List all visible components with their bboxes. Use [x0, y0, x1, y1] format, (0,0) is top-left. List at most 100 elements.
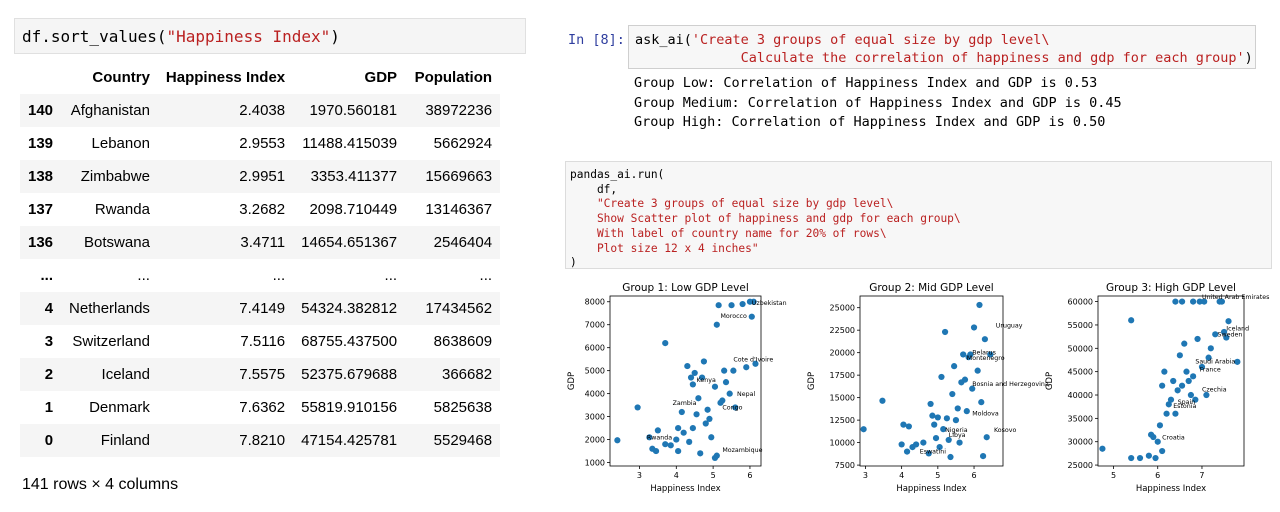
scatter-point	[1181, 340, 1188, 347]
cell-happiness: 7.5116	[240, 333, 286, 350]
scatter-point	[974, 367, 981, 374]
cell-happiness: 3.2682	[239, 201, 286, 218]
rows-columns-summary: 141 rows × 4 columns	[22, 476, 179, 493]
y-tick-label: 50000	[1068, 344, 1093, 353]
cell-population: ...	[479, 267, 493, 284]
cell-happiness: 7.8210	[239, 432, 286, 449]
table-row: 4 Netherlands 7.4149 54324.382812 17434562	[20, 292, 501, 325]
scatter-point	[748, 313, 755, 320]
scatter-point	[947, 453, 954, 461]
scatter-point	[721, 367, 728, 374]
scatter-point	[687, 374, 695, 381]
cell-gdp: 3353.411377	[310, 168, 398, 185]
scatter-point	[646, 434, 653, 441]
scatter-point	[1212, 331, 1219, 338]
cell-gdp: 2098.710449	[309, 201, 398, 218]
correlation-output: Group Low: Correlation of Happiness Inde…	[634, 74, 1122, 133]
point-label: United Arab Emirates	[1202, 294, 1269, 301]
cell-population: 5825638	[433, 399, 493, 416]
scatter-point	[713, 452, 720, 459]
scatter-point	[1187, 391, 1195, 399]
x-tick-label: 6	[747, 471, 752, 480]
point-label: Zambia	[673, 400, 697, 407]
scatter-point	[932, 435, 940, 442]
scatter-point	[1150, 433, 1157, 441]
point-label: Libya	[949, 432, 966, 439]
scatter-point	[956, 439, 963, 446]
scatter-point	[920, 439, 927, 446]
scatter-point	[1165, 401, 1172, 408]
cell-country: Netherlands	[69, 300, 150, 317]
scatter-point	[1152, 454, 1159, 462]
point-label: Estonia	[1173, 403, 1196, 410]
table-row: 140 Afghanistan 2.4038 1970.560181 38972236	[20, 94, 501, 127]
scatter-point	[728, 302, 735, 309]
scatter-point	[730, 367, 737, 374]
scatter-point	[698, 374, 706, 381]
scatter-point	[1159, 447, 1166, 455]
pandas-ai-run-cell[interactable]: pandas_ai.run( df, "Create 3 groups of e…	[565, 161, 1272, 269]
scatter-point	[1183, 368, 1190, 375]
plot-title: Group 1: Low GDP Level	[622, 282, 748, 294]
scatter-point	[654, 427, 661, 434]
scatter-point	[1099, 445, 1106, 452]
point-label: Belarus	[972, 349, 996, 356]
y-tick-label: 20000	[830, 349, 855, 358]
scatter-point	[752, 360, 759, 367]
y-tick-label: 60000	[1068, 298, 1093, 307]
y-tick-label: 45000	[1068, 368, 1093, 377]
cell-happiness: 2.4038	[239, 102, 286, 119]
y-tick-label: 15000	[830, 394, 855, 403]
x-tick-label: 6	[971, 471, 976, 480]
row-index: 139	[28, 135, 54, 152]
cell-country: ...	[137, 267, 150, 284]
scatter-point	[675, 424, 682, 432]
scatter-point	[1156, 422, 1164, 429]
point-label: Eswatini	[920, 448, 946, 455]
scatter-point	[934, 414, 941, 421]
scatter-point	[1220, 328, 1228, 336]
row-index: 4	[44, 300, 54, 317]
scatter-point	[1176, 352, 1183, 359]
scatter-point	[938, 373, 945, 381]
scatter-point	[943, 415, 950, 422]
cell-gdp: 55819.910156	[301, 399, 398, 416]
sort-values-code-cell[interactable]: df.sort_values("Happiness Index")	[14, 18, 526, 54]
output-line: Group Low: Correlation of Happiness Inde…	[634, 75, 1098, 91]
scatter-point	[1218, 298, 1225, 305]
cell-happiness: 2.9951	[239, 168, 286, 185]
cell-population: 8638609	[433, 333, 493, 350]
scatter-plot-mid-gdp: Group 2: Mid GDP Level 3 4 5 6 7500 10000 12500…	[807, 282, 1049, 494]
row-index: 0	[44, 432, 54, 449]
point-label: Cote d'Ivoire	[733, 356, 773, 363]
point-label: Czechia	[1202, 387, 1227, 394]
column-header-country: Country	[92, 68, 150, 86]
x-axis-label: Happiness Index	[650, 484, 720, 494]
cell-population: 366682	[442, 366, 493, 383]
row-index: 138	[28, 168, 54, 185]
y-tick-label: 22500	[830, 326, 855, 335]
scatter-point	[898, 441, 905, 448]
scatter-point	[970, 324, 978, 331]
point-label: Sweden	[1217, 332, 1242, 339]
scatter-point	[954, 405, 961, 412]
column-header-happiness: Happiness Index	[165, 68, 286, 86]
scatter-point	[726, 390, 733, 397]
y-tick-label: 2000	[585, 436, 605, 445]
cell-gdp: 14654.651367	[301, 234, 398, 251]
point-label: Congo	[722, 405, 742, 412]
scatter-point	[1161, 368, 1168, 375]
point-label: Moldova	[972, 411, 999, 418]
ask-ai-code-cell[interactable]: ask_ai('Create 3 groups of equal size by…	[628, 25, 1256, 69]
scatter-point	[684, 362, 691, 370]
scatter-point	[706, 415, 713, 423]
scatter-point	[675, 447, 682, 455]
scatter-point	[951, 363, 958, 370]
scatter-point	[940, 426, 947, 433]
scatter-point	[750, 298, 757, 305]
y-tick-label: 10000	[830, 439, 855, 448]
table-row: 139 Lebanon 2.9553 11488.415039 5662924	[20, 127, 500, 160]
scatter-point	[1167, 396, 1175, 403]
point-label: Nigeria	[945, 427, 968, 434]
point-label: Bosnia and Herzegovina	[972, 381, 1049, 388]
